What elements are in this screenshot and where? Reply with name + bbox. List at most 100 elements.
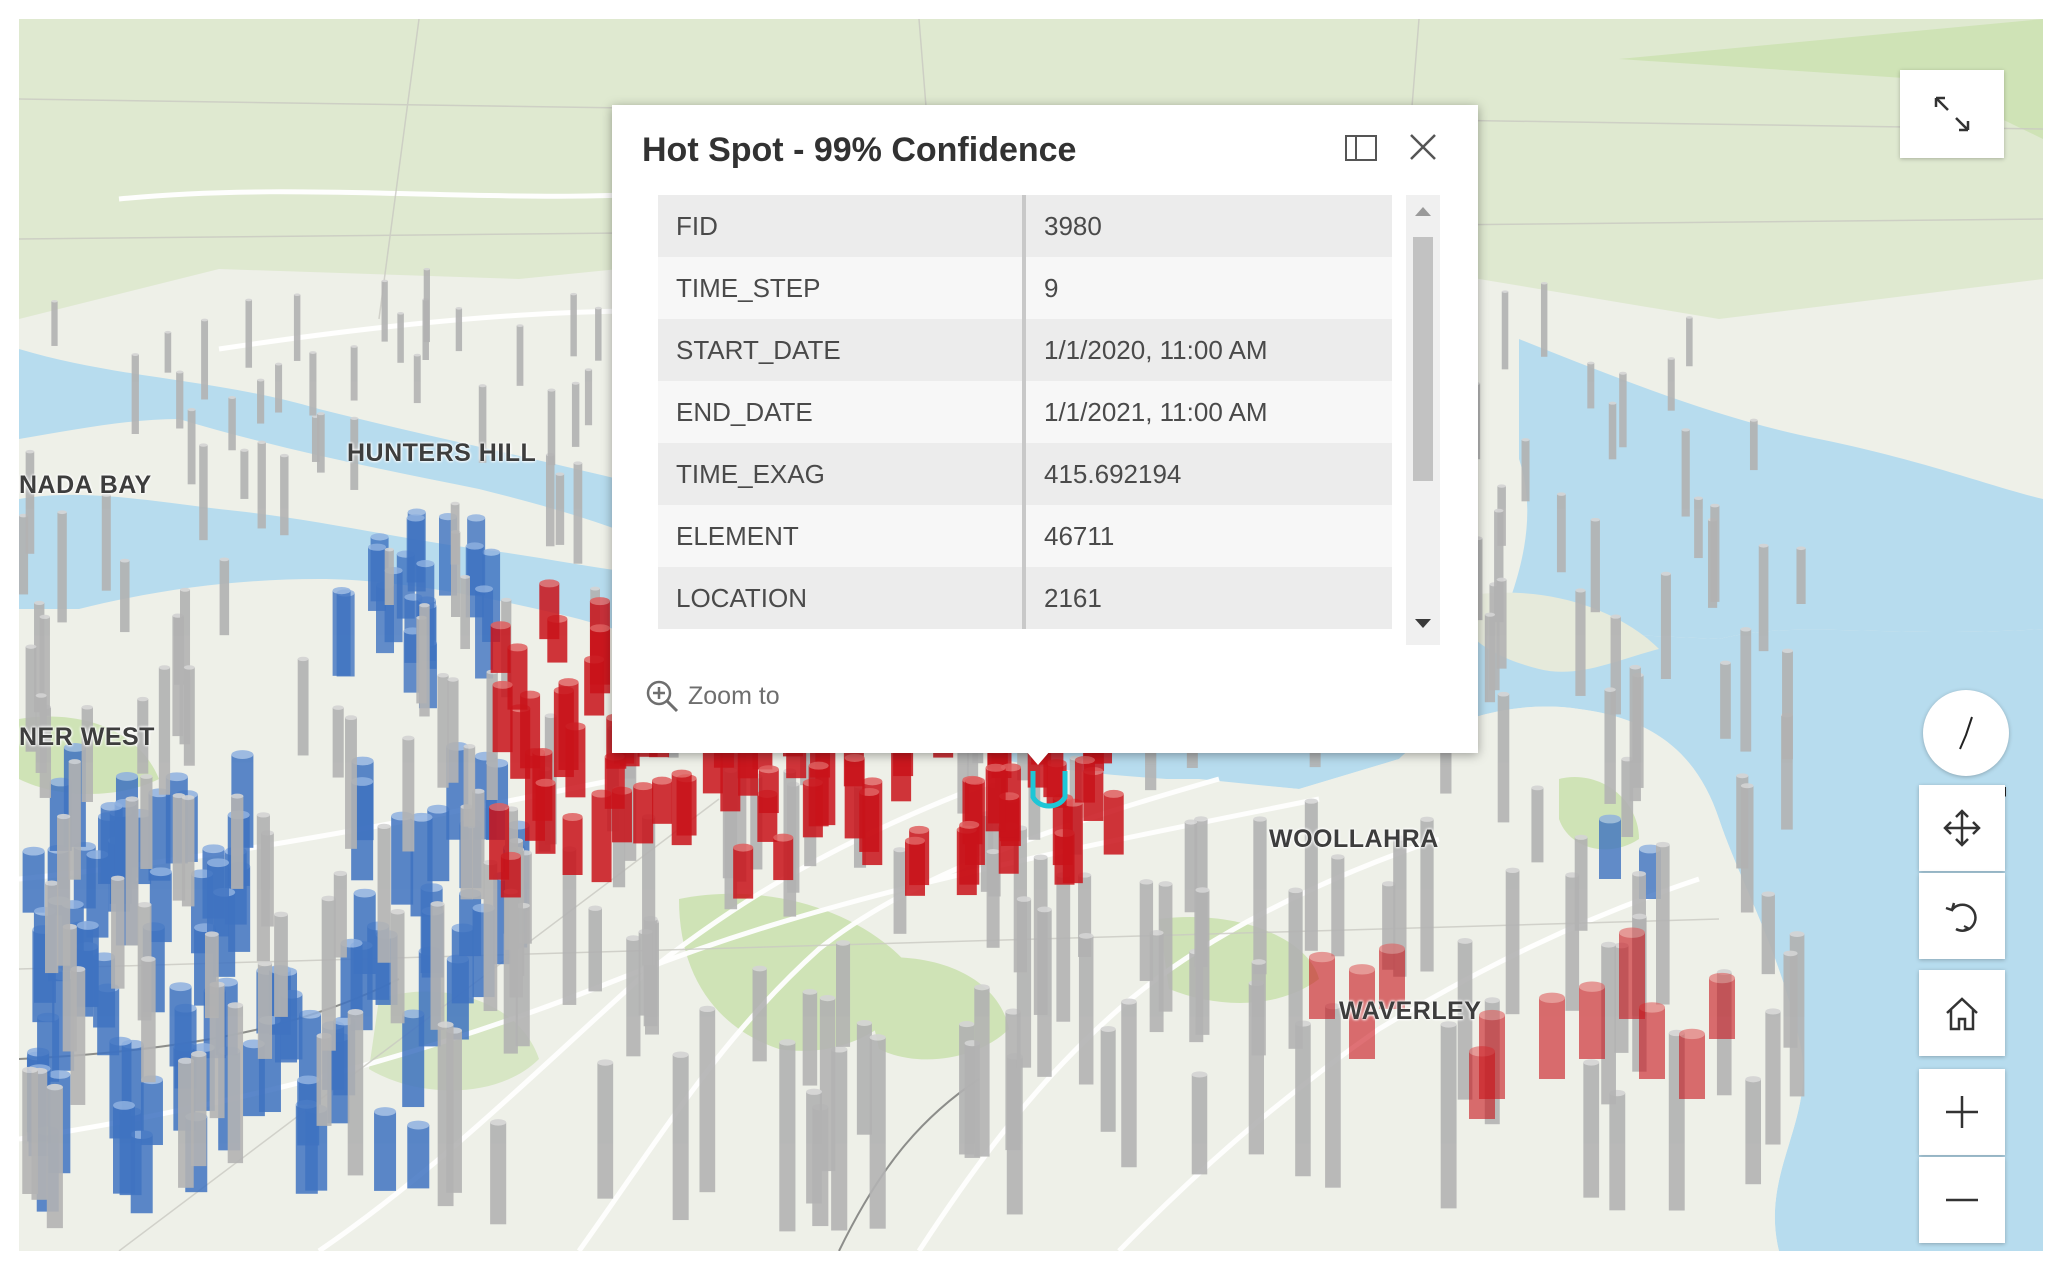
bin-column xyxy=(1629,664,1641,802)
bin-column xyxy=(113,1101,136,1194)
bin-column xyxy=(535,778,556,854)
attribute-key: TIME_STEP xyxy=(658,257,1026,319)
bin-column xyxy=(316,412,325,473)
bin-column xyxy=(25,644,37,752)
bin-column xyxy=(1660,571,1671,679)
bin-column xyxy=(180,587,191,682)
bin-column xyxy=(413,353,421,404)
bin-column xyxy=(1288,887,1303,1049)
bin-column xyxy=(228,396,236,451)
bin-column xyxy=(140,1075,163,1146)
bin-column xyxy=(374,1107,397,1191)
attribute-row: LOCATION 2161 xyxy=(658,567,1392,629)
bin-column xyxy=(1758,543,1769,652)
bin-column xyxy=(1331,854,1345,957)
bin-column xyxy=(297,1075,320,1146)
dock-icon[interactable] xyxy=(1344,133,1378,163)
bin-column xyxy=(1655,841,1670,1005)
bin-column xyxy=(1601,941,1616,1105)
bin-column xyxy=(1325,1003,1341,1188)
attribute-row: END_DATE 1/1/2021, 11:00 AM xyxy=(658,381,1392,443)
bin-column xyxy=(187,408,196,485)
scroll-down-icon[interactable] xyxy=(1415,619,1431,628)
bin-column xyxy=(802,988,818,1086)
zoom-in-icon xyxy=(646,680,679,713)
bin-column xyxy=(1587,361,1595,409)
bin-column xyxy=(100,801,123,884)
zoom-to-label: Zoom to xyxy=(688,681,780,710)
bin-column xyxy=(1761,891,1775,975)
bin-column xyxy=(437,673,449,788)
zoom-in-button[interactable] xyxy=(1919,1069,2005,1155)
bin-column xyxy=(169,982,192,1067)
bin-column xyxy=(1531,785,1544,863)
bin-column xyxy=(377,823,391,963)
bin-column xyxy=(201,318,209,400)
bin-column xyxy=(1497,691,1510,823)
bin-column xyxy=(245,298,253,368)
bin-column xyxy=(1740,627,1752,752)
bin-column xyxy=(1765,1008,1781,1145)
expand-icon xyxy=(1934,96,1970,132)
popup-scrollbar[interactable] xyxy=(1406,195,1440,645)
bin-column xyxy=(893,847,907,934)
bin-column xyxy=(516,324,524,386)
bin-column xyxy=(423,267,430,343)
bin-column xyxy=(1062,798,1083,884)
attribute-key: TIME_EXAG xyxy=(658,443,1026,505)
bin-column xyxy=(1679,1028,1705,1099)
bin-column xyxy=(1505,867,1520,1015)
bin-column xyxy=(1393,835,1407,977)
scroll-thumb[interactable] xyxy=(1413,237,1433,481)
fullscreen-button[interactable] xyxy=(1900,70,2004,158)
bin-column xyxy=(1496,577,1507,669)
bin-column xyxy=(178,1057,194,1188)
bin-column xyxy=(1494,508,1504,623)
bin-column xyxy=(390,908,405,1024)
bin-column xyxy=(81,704,93,802)
attribute-value: 46711 xyxy=(1024,505,1392,567)
bin-column xyxy=(1251,959,1266,1056)
attribute-value: 1/1/2021, 11:00 AM xyxy=(1024,381,1392,443)
attribute-value: 415.692194 xyxy=(1024,443,1392,505)
home-button[interactable] xyxy=(1919,970,2005,1056)
bin-column xyxy=(1078,932,1094,1085)
bin-column xyxy=(1056,872,1071,1022)
bin-column xyxy=(1074,756,1095,803)
bin-column xyxy=(402,1009,425,1108)
attribute-value: 9 xyxy=(1024,257,1392,319)
rotate-button[interactable] xyxy=(1919,873,2005,959)
bin-column xyxy=(985,763,1006,832)
compass-button[interactable] xyxy=(1923,690,2009,776)
bin-column xyxy=(492,680,513,753)
bin-column xyxy=(555,472,565,545)
bin-column xyxy=(1720,660,1731,739)
bin-column xyxy=(35,693,47,773)
bin-column xyxy=(779,1039,796,1232)
zoom-out-button[interactable] xyxy=(1919,1157,2005,1243)
attribute-key: ELEMENT xyxy=(658,505,1026,567)
pan-button[interactable] xyxy=(1919,785,2005,871)
bin-column xyxy=(1539,992,1565,1079)
bin-column xyxy=(489,803,510,880)
attribute-key: LOCATION xyxy=(658,567,1026,629)
bin-column xyxy=(1191,1071,1208,1175)
bin-column xyxy=(595,306,602,361)
bin-column xyxy=(57,510,67,623)
label-inner-west: NER WEST xyxy=(19,723,155,751)
bin-column xyxy=(430,901,445,1030)
bin-column xyxy=(545,452,555,547)
bin-column xyxy=(397,312,404,363)
scroll-up-icon[interactable] xyxy=(1415,207,1431,216)
bin-column xyxy=(1783,950,1798,1048)
bin-column xyxy=(257,440,266,529)
bin-column xyxy=(141,956,156,1083)
bin-column xyxy=(125,796,139,946)
bin-column xyxy=(402,735,415,852)
home-icon xyxy=(1946,997,1978,1031)
zoom-to-action[interactable]: Zoom to xyxy=(644,677,780,715)
bin-column xyxy=(588,905,602,992)
bin-column xyxy=(1149,930,1164,1033)
close-icon[interactable] xyxy=(1405,129,1441,165)
bin-column xyxy=(1139,879,1154,981)
